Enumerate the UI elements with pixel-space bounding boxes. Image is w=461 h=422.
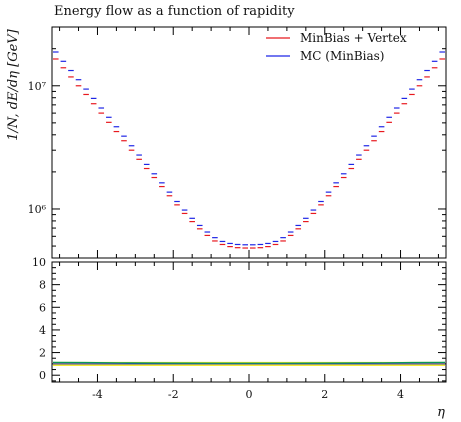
x-tick-label: -4 bbox=[92, 388, 103, 401]
ratio-y-tick-label: 8 bbox=[39, 279, 46, 292]
y-tick-label: 10⁷ bbox=[28, 80, 47, 93]
x-tick-label: 0 bbox=[246, 388, 253, 401]
main-panel-frame bbox=[51, 26, 447, 259]
chart-title: Energy flow as a function of rapidity bbox=[54, 4, 295, 19]
x-tick-label: 4 bbox=[397, 388, 404, 401]
ratio-y-tick-label: 4 bbox=[39, 324, 46, 337]
x-tick-label: -2 bbox=[168, 388, 179, 401]
legend-label: MinBias + Vertex bbox=[300, 31, 407, 45]
ratio-y-tick-label: 10 bbox=[32, 256, 46, 269]
ratio-y-tick-label: 6 bbox=[39, 301, 46, 314]
ratio-line bbox=[52, 361, 446, 364]
ratio-y-tick-label: 0 bbox=[39, 369, 46, 382]
x-axis-label: η bbox=[437, 405, 445, 420]
y-tick-label: 10⁶ bbox=[28, 203, 47, 216]
legend-label: MC (MinBias) bbox=[300, 49, 384, 63]
ratio-y-tick-label: 2 bbox=[39, 347, 46, 360]
x-tick-label: 2 bbox=[321, 388, 328, 401]
y-axis-label: 1/N, dE/dη [GeV] bbox=[6, 28, 21, 140]
